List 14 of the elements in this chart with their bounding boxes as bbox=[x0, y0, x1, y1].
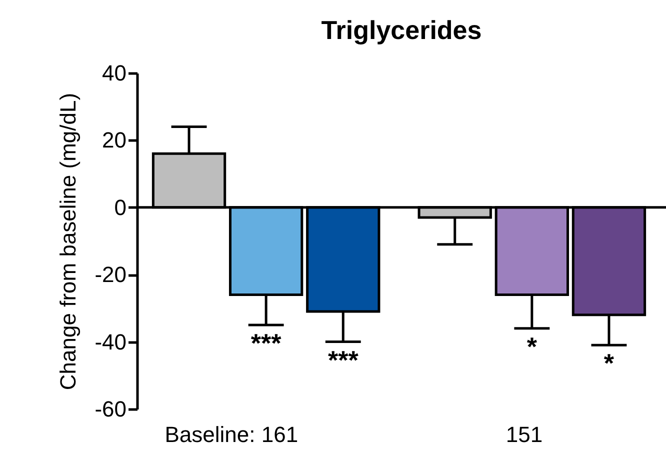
y-tick-label: -20 bbox=[94, 262, 126, 288]
y-tick-label: 20 bbox=[102, 128, 126, 153]
data-label: *** bbox=[250, 328, 282, 358]
data-label: * bbox=[604, 348, 615, 378]
y-tick-label: 0 bbox=[114, 194, 126, 220]
y-tick-label: -60 bbox=[94, 396, 126, 422]
text: 151 bbox=[506, 422, 543, 447]
y-tick-label: -40 bbox=[94, 329, 126, 354]
y-tick-label: 40 bbox=[102, 60, 126, 86]
y-axis-title: Change from baseline (mg/dL) bbox=[56, 92, 81, 390]
text: Baseline: 161 bbox=[164, 422, 298, 447]
data-label: * bbox=[526, 331, 538, 362]
data-label: *** bbox=[328, 344, 360, 375]
chart-title: Triglycerides bbox=[321, 15, 482, 45]
